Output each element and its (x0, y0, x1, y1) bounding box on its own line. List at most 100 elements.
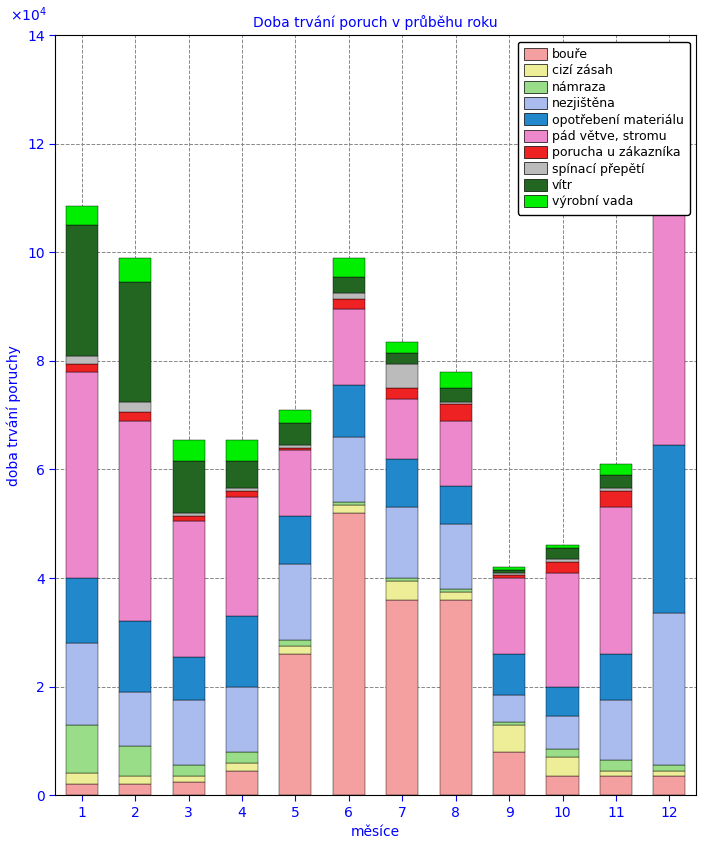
Bar (653, 135, 685, 445)
Bar (279, 640, 311, 645)
Bar (172, 766, 205, 776)
Bar (333, 299, 365, 310)
Bar (439, 404, 472, 420)
Bar (333, 310, 365, 385)
Bar (172, 776, 205, 782)
Bar (119, 402, 151, 413)
Bar (653, 766, 685, 771)
Bar (493, 724, 525, 751)
Bar (546, 559, 579, 562)
Bar (600, 760, 632, 771)
Bar (226, 497, 258, 616)
Bar (119, 746, 151, 776)
Bar (546, 687, 579, 717)
Bar (119, 776, 151, 784)
Bar (493, 695, 525, 722)
Bar (439, 402, 472, 404)
Bar (493, 751, 525, 795)
Bar (493, 654, 525, 695)
Bar (493, 567, 525, 570)
Bar (226, 488, 258, 492)
Bar (600, 488, 632, 492)
Bar (279, 564, 311, 640)
Bar (65, 206, 98, 225)
Bar (546, 546, 579, 548)
Bar (279, 445, 311, 448)
Bar (653, 98, 685, 119)
Bar (493, 570, 525, 573)
Bar (333, 277, 365, 293)
Bar (119, 784, 151, 795)
Bar (439, 589, 472, 591)
Bar (653, 613, 685, 766)
Bar (493, 573, 525, 575)
Bar (600, 776, 632, 795)
Bar (226, 440, 258, 461)
Bar (65, 773, 98, 784)
Bar (65, 225, 98, 355)
X-axis label: měsíce: měsíce (351, 825, 400, 839)
Bar (65, 364, 98, 371)
Bar (226, 461, 258, 488)
Bar (65, 784, 98, 795)
Bar (600, 464, 632, 475)
Bar (546, 757, 579, 776)
Bar (279, 450, 311, 515)
Bar (65, 724, 98, 773)
Bar (119, 420, 151, 622)
Bar (600, 654, 632, 700)
Bar (119, 692, 151, 746)
Bar (546, 717, 579, 749)
Bar (172, 440, 205, 461)
Bar (119, 622, 151, 692)
Bar (226, 771, 258, 795)
Bar (119, 413, 151, 420)
Bar (546, 776, 579, 795)
Bar (279, 409, 311, 423)
Bar (546, 749, 579, 757)
Bar (439, 420, 472, 486)
Bar (279, 654, 311, 795)
Bar (333, 258, 365, 277)
Bar (386, 508, 418, 578)
Bar (333, 437, 365, 502)
Bar (653, 84, 685, 98)
Bar (600, 492, 632, 508)
Bar (226, 762, 258, 771)
Bar (439, 486, 472, 524)
Y-axis label: doba trvání poruchy: doba trvání poruchy (7, 345, 22, 486)
Bar (172, 513, 205, 515)
Bar (65, 355, 98, 364)
Bar (653, 119, 685, 131)
Bar (386, 364, 418, 388)
Bar (439, 600, 472, 795)
Bar (493, 575, 525, 578)
Bar (546, 548, 579, 559)
Bar (386, 578, 418, 580)
Bar (600, 771, 632, 776)
Bar (65, 643, 98, 724)
Bar (386, 580, 418, 600)
Bar (172, 515, 205, 521)
Bar (386, 342, 418, 353)
Bar (439, 371, 472, 388)
Bar (600, 700, 632, 760)
Bar (493, 722, 525, 724)
Bar (439, 524, 472, 589)
Bar (600, 508, 632, 654)
Bar (333, 513, 365, 795)
Bar (439, 591, 472, 600)
Bar (386, 388, 418, 399)
Title: Doba trvání poruch v průběhu roku: Doba trvání poruch v průběhu roku (253, 15, 498, 30)
Bar (493, 578, 525, 654)
Bar (119, 283, 151, 402)
Bar (65, 578, 98, 643)
Bar (386, 600, 418, 795)
Bar (653, 445, 685, 613)
Bar (226, 492, 258, 497)
Bar (333, 502, 365, 505)
Bar (386, 399, 418, 459)
Bar (653, 776, 685, 795)
Bar (65, 371, 98, 578)
Legend: bouře, cizí zásah, námraza, nezjištěna, opotřebení materiálu, pád větve, stromu,: bouře, cizí zásah, námraza, nezjištěna, … (518, 41, 690, 215)
